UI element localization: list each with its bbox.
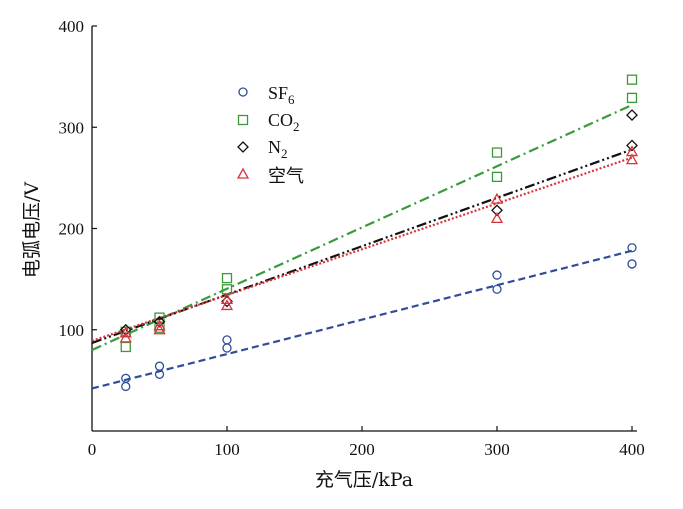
data-point-triangle [220,293,234,305]
fit-line-3 [91,156,633,342]
legend-marker-sf6 [238,87,248,97]
x-axis-title: 充气压/kPa [315,469,413,491]
x-tick-label: 400 [619,440,645,459]
x-tick-label: 0 [88,440,97,459]
legend-marker-air [236,167,250,179]
data-point-triangle [490,192,504,204]
y-axis-title: 电弧电压/V [21,182,43,278]
legend-label-air: 空气 [268,166,304,186]
data-point-triangle [153,319,166,331]
legend-label-sf6-main: SF [268,83,288,103]
data-point-circle [154,361,165,371]
data-point-square [491,171,503,183]
data-point-circle [627,259,637,269]
legend-label-n2: N2 [268,137,288,161]
data-point-circle [222,343,232,353]
data-point-diamond [119,323,132,336]
data-point-square [626,74,638,85]
axes [91,26,637,432]
y-tick-label: 100 [59,321,85,340]
y-tick-label: 300 [59,118,85,137]
data-point-diamond [626,139,638,152]
data-point-square [154,312,165,323]
data-point-triangle [119,326,132,338]
fit-line-1 [91,103,633,352]
legend-marker-co2 [237,114,249,126]
data-point-circle [222,335,232,345]
legend-item-air: 空气 [236,166,304,186]
legend-label-co2-main: CO [268,110,293,130]
legend: SF6 CO2 N2 空气 [236,83,304,186]
data-point-diamond [626,109,638,122]
data-point-circle [627,243,637,253]
data-point-triangle [490,212,504,224]
legend-label-n2-main: N [268,137,281,157]
data-point-triangle [625,153,639,165]
fit-lines [91,103,633,390]
data-point-square [120,341,131,353]
fit-line-2 [91,148,633,344]
data-point-square [491,147,503,158]
legend-label-n2-sub: 2 [281,146,288,161]
legend-label-sf6-sub: 6 [288,92,295,107]
data-points [119,74,639,392]
fit-line-0 [91,249,633,390]
legend-item-co2: CO2 [237,110,300,134]
x-tick-label: 200 [349,440,375,459]
x-tick-label: 100 [214,440,240,459]
legend-label-sf6: SF6 [268,83,295,107]
ticks: 0 100 200 300 400 100 200 300 400 [59,17,645,459]
x-tick-label: 300 [484,440,510,459]
data-point-triangle [220,299,234,311]
data-point-square [221,272,233,284]
data-point-circle [121,373,131,384]
data-point-diamond [153,315,166,328]
data-point-diamond [491,204,503,217]
data-point-circle [121,381,131,392]
legend-label-co2-sub: 2 [293,119,300,134]
legend-item-sf6: SF6 [238,83,295,107]
legend-label-co2: CO2 [268,110,300,134]
legend-item-n2: N2 [237,137,288,161]
legend-marker-n2 [237,141,249,153]
data-point-square [626,92,638,104]
y-tick-label: 400 [59,17,85,36]
data-point-circle [492,284,502,294]
y-tick-label: 200 [59,220,85,239]
data-point-triangle [625,145,639,157]
data-point-circle [492,270,502,280]
